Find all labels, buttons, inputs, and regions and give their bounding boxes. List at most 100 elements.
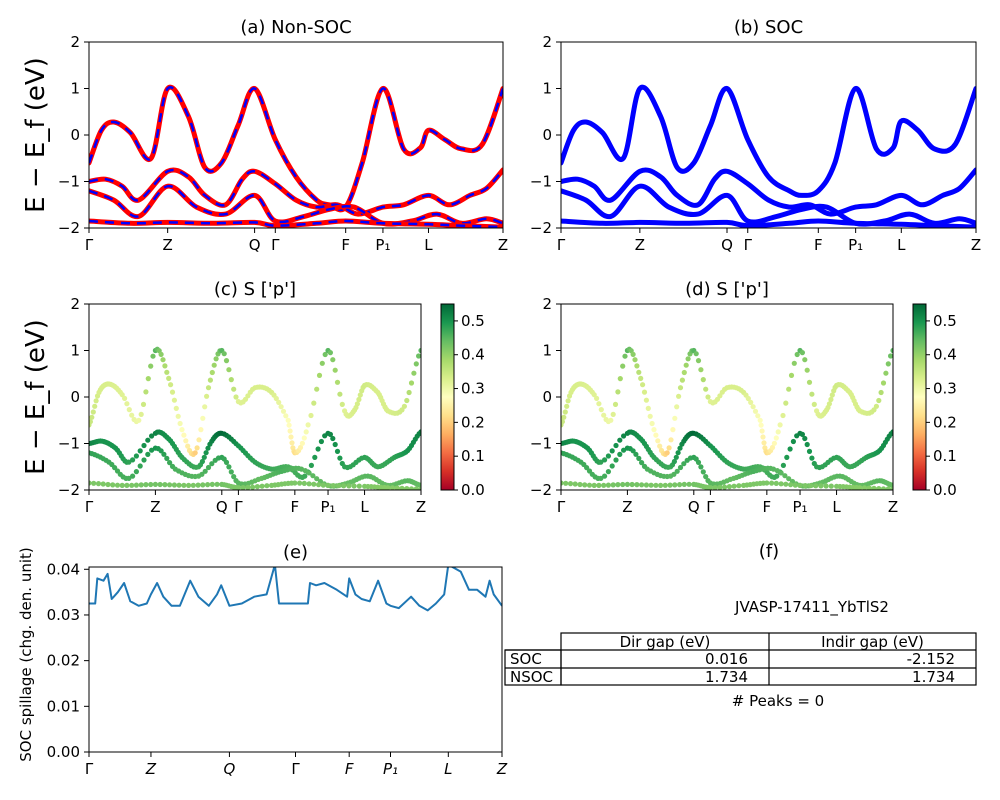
band-point-1 bbox=[285, 417, 291, 423]
band-point-4 bbox=[346, 483, 352, 489]
band-point-3 bbox=[633, 451, 639, 457]
band-point-1 bbox=[677, 385, 684, 391]
band-point-4 bbox=[143, 482, 149, 488]
band-point-3 bbox=[223, 459, 230, 465]
band-point-2 bbox=[609, 448, 615, 454]
band-point-1 bbox=[890, 347, 893, 354]
table-row-label: SOC bbox=[510, 650, 542, 668]
band-point-1 bbox=[138, 411, 144, 417]
band-point-1 bbox=[591, 392, 597, 398]
band-point-3 bbox=[306, 470, 312, 476]
band-point-1 bbox=[150, 353, 156, 359]
band-point-2 bbox=[677, 445, 683, 451]
band-point-1 bbox=[885, 361, 891, 367]
x-tick-label: Q bbox=[249, 236, 261, 254]
band-point-4 bbox=[712, 485, 718, 490]
band-point-1 bbox=[564, 403, 570, 409]
band-point-4 bbox=[773, 480, 779, 486]
band-point-4 bbox=[320, 482, 326, 488]
table-cell: -2.152 bbox=[907, 650, 955, 668]
table-header: Indir gap (eV) bbox=[821, 633, 924, 651]
band-point-1 bbox=[596, 401, 602, 407]
band-point-4 bbox=[124, 482, 130, 488]
band-point-1 bbox=[278, 404, 284, 410]
band-point-3 bbox=[228, 469, 234, 475]
band-point-1 bbox=[308, 412, 314, 419]
band-point-1 bbox=[683, 362, 689, 368]
band-point-3 bbox=[584, 465, 590, 471]
band-point-4 bbox=[129, 482, 135, 488]
band-point-2 bbox=[308, 462, 314, 468]
band-line-overlay-2 bbox=[89, 168, 503, 216]
band-point-1 bbox=[406, 389, 412, 396]
y-tick-label: 0 bbox=[70, 126, 80, 144]
panel-title-b: (b) SOC bbox=[734, 17, 803, 38]
band-point-4 bbox=[596, 482, 602, 488]
band-point-4 bbox=[828, 483, 834, 489]
band-point-1 bbox=[758, 422, 764, 428]
band-point-1 bbox=[169, 389, 176, 395]
band-point-4 bbox=[823, 483, 829, 489]
band-point-1 bbox=[316, 372, 323, 378]
x-tick-label: Z bbox=[163, 236, 173, 254]
band-point-3 bbox=[703, 474, 709, 480]
band-point-1 bbox=[160, 357, 166, 363]
band-point-2 bbox=[598, 459, 604, 465]
band-point-1 bbox=[647, 413, 653, 419]
band-point-4 bbox=[250, 484, 256, 490]
band-point-4 bbox=[351, 483, 357, 489]
band-point-2 bbox=[315, 446, 321, 452]
panel-title-d: (d) S ['p'] bbox=[685, 279, 769, 300]
x-tick-label: Γ bbox=[234, 498, 243, 516]
band-point-3 bbox=[698, 464, 704, 470]
y-tick-label: 2 bbox=[70, 33, 80, 51]
band-point-3 bbox=[141, 457, 147, 463]
band-point-1 bbox=[226, 367, 232, 373]
axes-frame bbox=[88, 303, 422, 491]
band-point-4 bbox=[389, 485, 396, 490]
band-point-2 bbox=[201, 454, 207, 460]
y-tick-label: 0 bbox=[542, 126, 552, 144]
band-point-1 bbox=[806, 379, 813, 385]
band-point-4 bbox=[769, 480, 775, 486]
band-point-4 bbox=[316, 482, 322, 488]
band-point-4 bbox=[394, 485, 400, 490]
band-point-1 bbox=[645, 405, 651, 411]
band-point-1 bbox=[562, 409, 568, 415]
y-tick-label: −1 bbox=[58, 173, 80, 191]
band-point-4 bbox=[629, 481, 635, 488]
band-point-1 bbox=[223, 358, 230, 364]
band-point-1 bbox=[794, 351, 800, 358]
y-axis-label: E − E_f (eV) bbox=[21, 319, 51, 475]
band-point-3 bbox=[164, 455, 170, 461]
band-point-1 bbox=[196, 437, 202, 443]
band-point-1 bbox=[561, 414, 567, 420]
band-point-1 bbox=[299, 440, 305, 446]
colorbar-tick-label: 0.4 bbox=[933, 346, 957, 364]
band-point-1 bbox=[205, 385, 212, 391]
band-point-2 bbox=[312, 454, 318, 460]
band-point-1 bbox=[695, 358, 702, 364]
band-point-1 bbox=[829, 392, 835, 398]
colorbar-tick-label: 0.4 bbox=[461, 346, 485, 364]
x-tick-label: L bbox=[424, 236, 433, 254]
band-point-4 bbox=[667, 482, 673, 488]
x-tick-label: Z bbox=[496, 760, 508, 778]
band-point-1 bbox=[168, 382, 174, 388]
band-point-1 bbox=[314, 386, 320, 392]
band-point-1 bbox=[799, 350, 806, 356]
band-point-4 bbox=[764, 480, 770, 486]
band-point-4 bbox=[567, 481, 574, 487]
x-tick-label: F bbox=[341, 236, 350, 254]
band-point-1 bbox=[418, 347, 421, 354]
x-tick-label: Z bbox=[145, 760, 157, 778]
band-point-1 bbox=[693, 351, 699, 357]
band-point-1 bbox=[209, 369, 215, 376]
band-point-1 bbox=[233, 394, 239, 400]
band-point-4 bbox=[89, 480, 92, 486]
band-point-1 bbox=[760, 434, 766, 440]
band-point-3 bbox=[112, 465, 118, 471]
band-point-2 bbox=[302, 473, 308, 479]
band-point-1 bbox=[641, 389, 648, 395]
band-point-4 bbox=[577, 481, 583, 488]
